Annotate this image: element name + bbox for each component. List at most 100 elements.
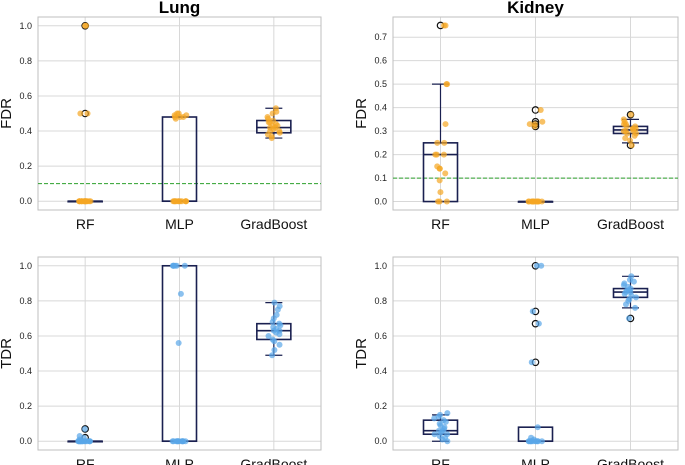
data-point [169,262,176,269]
y-tick-label: 0.4 [19,366,32,376]
data-point [171,112,178,119]
data-point [621,280,628,287]
data-point [276,303,283,310]
data-point [269,352,276,359]
box-rf [422,21,459,205]
data-point [626,315,633,322]
data-point [539,118,546,125]
data-point [628,142,635,149]
data-point [269,336,276,343]
y-tick-label: 0.0 [374,436,387,446]
data-point [440,22,447,29]
data-point [528,359,535,366]
x-tick-label: GradBoost [240,216,307,232]
data-point [270,117,277,124]
y-tick-label: 0.4 [19,126,32,136]
data-point [435,427,442,434]
data-point [441,139,448,146]
y-tick-label: 0.5 [374,79,387,89]
data-point [264,114,271,121]
data-point [170,438,177,445]
data-point [440,151,447,158]
y-tick-label: 1.0 [374,261,387,271]
y-axis-label: FDR [0,98,15,129]
data-point [632,304,639,311]
panel-kidney_tdr: 0.0 0.2 0.4 0.6 0.8 1.0 RF MLP GradBoost TDR [353,256,679,465]
data-point [272,105,279,112]
data-point [632,123,639,130]
x-tick-label: GradBoost [597,216,664,232]
data-point [437,189,444,196]
y-tick-label: 1.0 [19,261,32,271]
data-point [77,110,84,117]
data-point [444,431,451,438]
x-tick-label: GradBoost [597,456,664,465]
data-point [622,128,629,135]
x-tick-label: RF [431,456,450,465]
data-point [431,431,438,438]
y-axis-label: TDR [0,338,15,369]
data-point [276,341,283,348]
box-gradboost [612,110,649,149]
data-point [620,116,627,123]
y-tick-label: 0.7 [374,32,387,42]
x-tick-label: RF [431,216,450,232]
axes-frame [37,256,322,451]
box-mlp [517,261,554,445]
y-tick-label: 0.1 [374,173,387,183]
data-point [531,121,538,128]
data-point [533,198,540,205]
data-point [271,299,278,306]
x-tick-label: RF [76,216,95,232]
panel-title: Lung [159,0,201,17]
data-point [444,410,451,417]
data-point [628,111,635,118]
data-point [178,198,185,205]
data-point [265,332,272,339]
data-point [270,324,277,331]
data-point [442,170,449,177]
y-tick-label: 0.0 [19,436,32,446]
box-gradboost [256,299,292,359]
box-mlp [517,106,554,205]
data-point [434,139,441,146]
data-point [78,198,85,205]
data-point [177,290,184,297]
data-point [175,339,182,346]
y-tick-label: 0.2 [374,401,387,411]
axes-frame [392,256,679,451]
x-tick-label: MLP [165,216,194,232]
y-tick-label: 0.3 [374,126,387,136]
y-tick-label: 0.8 [19,296,32,306]
box-gradboost [612,273,649,323]
y-axis-label: FDR [353,98,370,129]
data-point [437,411,444,418]
data-point [173,198,180,205]
data-point [538,438,545,445]
data-point [180,114,187,121]
axes-frame [37,16,322,211]
box-mlp [161,110,198,205]
x-tick-label: GradBoost [240,456,307,465]
data-point [538,198,545,205]
data-point [276,128,283,135]
data-point [276,320,283,327]
data-point [533,262,540,269]
x-tick-label: MLP [165,456,194,465]
data-point [525,198,532,205]
data-point [436,420,443,427]
data-point [627,137,634,144]
y-tick-label: 0.2 [374,150,387,160]
panel-kidney_fdr: Kidney 0.0 0.1 0.2 0.3 0.4 0.5 0.6 0.7 RF MLP GradB… [353,0,679,232]
box-mlp [161,262,198,445]
y-tick-label: 0.0 [19,196,32,206]
data-point [443,198,450,205]
data-point [528,434,535,441]
x-tick-label: MLP [521,456,550,465]
box-rf [422,410,459,445]
y-tick-label: 0.4 [374,103,387,113]
panel-title: Kidney [507,0,564,17]
data-point [443,81,450,88]
axes-frame [392,16,679,211]
